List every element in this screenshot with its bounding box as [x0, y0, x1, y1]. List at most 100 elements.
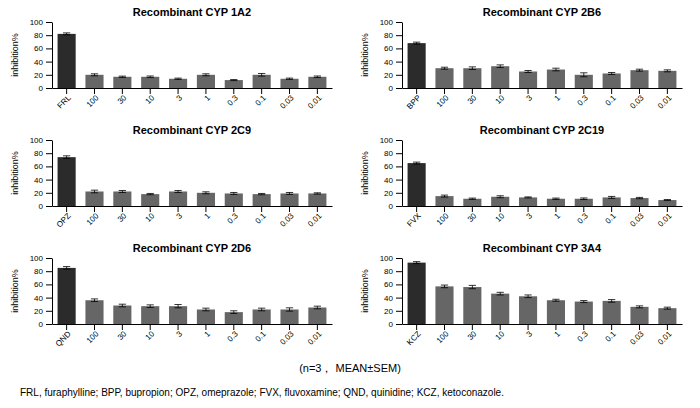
x-tick: 0.03	[278, 324, 296, 347]
tick-label: 0.3	[226, 211, 241, 226]
error-bar	[608, 300, 615, 303]
tick-label: 10	[494, 93, 507, 106]
tick-mark	[444, 324, 445, 330]
tick-label: 0.1	[604, 211, 619, 226]
y-axis-title: inhibition%	[10, 151, 20, 195]
tick-mark	[396, 193, 402, 194]
x-tick: 0.1	[254, 324, 269, 344]
tick-label: 1	[202, 329, 212, 339]
tick-label: 10	[494, 329, 507, 342]
bar	[225, 312, 243, 324]
tick-mark	[396, 35, 402, 36]
error-bar	[441, 195, 448, 197]
x-tick: 3	[175, 324, 185, 339]
tick-label: FRL	[56, 93, 73, 110]
tick-mark	[46, 193, 52, 194]
x-tick: 0.01	[656, 206, 674, 229]
error-bar	[91, 74, 98, 76]
tick-label: 0.03	[278, 329, 296, 347]
bar	[630, 307, 648, 324]
tick-label: 60	[34, 162, 43, 171]
x-axis: FRL1003010310.30.10.030.01	[53, 88, 333, 111]
x-tick: 10	[144, 324, 157, 342]
bar	[603, 197, 621, 206]
error-bar	[497, 292, 504, 295]
bar	[308, 77, 326, 88]
tick-label: 60	[34, 44, 43, 53]
x-tick: 10	[494, 324, 507, 342]
error-bar	[664, 70, 671, 72]
x-tick: 0.1	[254, 206, 269, 226]
tick-label: 0.03	[278, 211, 296, 229]
error-bar	[552, 198, 559, 199]
bar	[519, 72, 537, 89]
tick-label: 0.1	[604, 93, 619, 108]
tick-label: 0	[389, 202, 394, 211]
x-tick: 0.3	[226, 88, 241, 108]
error-bar	[413, 42, 420, 44]
tick-mark	[66, 206, 67, 212]
tick-mark	[46, 311, 52, 312]
chart-title: Recombinant CYP 2B6	[483, 6, 601, 18]
tick-label: 3	[175, 93, 185, 103]
bar	[630, 198, 648, 206]
error-bar	[524, 71, 531, 73]
tick-label: 1	[552, 329, 562, 339]
tick-mark	[639, 324, 640, 330]
error-bar	[63, 33, 70, 35]
error-bar	[147, 305, 154, 308]
tick-mark	[444, 88, 445, 94]
x-tick: 0.03	[278, 206, 296, 229]
tick-label: 80	[34, 267, 43, 276]
tick-label: 100	[435, 211, 451, 227]
tick-mark	[396, 180, 402, 181]
tick-label: 0.3	[576, 329, 591, 344]
y-axis-title: inhibition%	[10, 269, 20, 313]
bar	[169, 79, 187, 88]
tick-label: 0	[39, 84, 44, 93]
tick-label: 20	[384, 71, 393, 80]
chart-title: Recombinant CYP 3A4	[483, 242, 602, 254]
plot-area	[58, 33, 327, 88]
tick-mark	[611, 324, 612, 330]
tick-mark	[500, 206, 501, 212]
tick-mark	[528, 88, 529, 94]
bar	[603, 301, 621, 324]
y-tick: 20	[34, 189, 52, 198]
x-tick: 0.1	[604, 324, 619, 344]
tick-label: 3	[525, 329, 535, 339]
legend-text: FRL, furaphylline; BPP, bupropion; OPZ, …	[20, 387, 504, 398]
y-tick: 40	[384, 176, 402, 185]
tick-mark	[396, 258, 402, 259]
plot-area	[408, 262, 677, 324]
bar	[85, 191, 103, 206]
x-axis: BPP1003010310.30.10.030.01	[403, 88, 683, 111]
plot-area	[408, 162, 677, 206]
tick-label: 30	[116, 329, 129, 342]
tick-mark	[472, 324, 473, 330]
tick-mark	[396, 22, 402, 23]
tick-mark	[178, 324, 179, 330]
tick-label: 20	[34, 71, 43, 80]
y-axis: 020406080100	[380, 254, 403, 329]
error-bar	[580, 301, 587, 303]
y-tick: 0	[39, 202, 52, 211]
error-bar	[497, 65, 504, 68]
tick-label: 0	[39, 202, 44, 211]
y-tick: 60	[34, 44, 52, 53]
tick-label: 0.01	[306, 211, 324, 229]
tick-label: 100	[30, 18, 44, 27]
tick-label: 0.1	[254, 329, 269, 344]
tick-mark	[583, 88, 584, 94]
error-bar	[258, 308, 265, 311]
tick-label: 100	[380, 254, 394, 263]
tick-label: 100	[380, 18, 394, 27]
tick-label: 0.01	[656, 93, 674, 111]
y-axis-title: inhibition%	[360, 151, 370, 195]
y-axis-title: inhibition%	[10, 33, 20, 77]
y-tick: 20	[384, 189, 402, 198]
y-axis: 020406080100	[380, 136, 403, 211]
y-tick: 80	[34, 149, 52, 158]
y-tick: 40	[34, 294, 52, 303]
error-bar	[524, 197, 531, 198]
